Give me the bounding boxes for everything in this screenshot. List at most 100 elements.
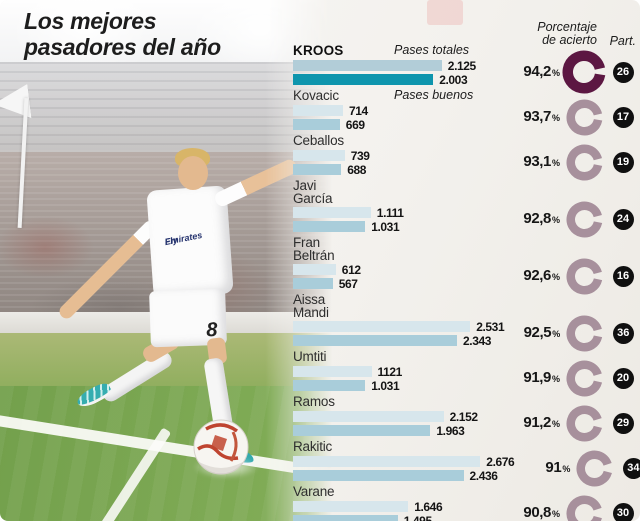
player-name: Ceballos	[293, 133, 344, 148]
player-row: Javi García 1.111 1.031 92,8% 24	[293, 178, 638, 237]
bar-value: 2.003	[439, 72, 468, 87]
accuracy-ring	[560, 99, 608, 136]
accuracy-value: 91,2%	[523, 414, 560, 431]
bar-buenos	[293, 163, 342, 176]
player-row: Kovacic Pases buenos 714 669 93,7% 17	[293, 88, 638, 135]
player-arm	[212, 157, 299, 209]
bar-totales	[293, 320, 471, 333]
pitch-grass	[0, 386, 332, 521]
accuracy-ring	[560, 201, 608, 238]
bar-buenos	[293, 277, 333, 290]
player-row: KROOS Pases totales 2.125 2.003 94,2% 26	[293, 43, 638, 94]
page-title: Los mejores pasadores del año	[24, 8, 221, 60]
player-arm	[56, 218, 160, 322]
matches-badge: 36	[612, 322, 634, 344]
bar-buenos	[293, 469, 464, 482]
bar-value: 1121	[377, 364, 403, 379]
player-name: Mandi	[293, 305, 329, 320]
bar-value: 714	[349, 103, 368, 118]
bar-value: 2.531	[476, 319, 505, 334]
player-row: Ceballos 739 688 93,1% 19	[293, 133, 638, 180]
matches-badge: 34	[622, 457, 640, 479]
player-head	[178, 156, 208, 190]
bar-value: 1.111	[376, 205, 404, 220]
bar-buenos	[293, 379, 366, 392]
player-name: Varane	[293, 484, 335, 499]
player-boot	[74, 380, 114, 411]
player-name: Kovacic	[293, 88, 339, 103]
accuracy-ring	[570, 450, 618, 487]
jersey-sponsor-text: Fly Emirates	[163, 229, 204, 248]
bar-value: 2.152	[449, 409, 478, 424]
series-label: Pases buenos	[394, 88, 474, 102]
player-row: Umtiti 1121 1.031 91,9% 20	[293, 349, 638, 396]
bar-value: 1.031	[371, 219, 400, 234]
accuracy-value: 92,5%	[523, 324, 561, 341]
accuracy-ring	[560, 258, 608, 295]
part-column-header: Part.	[609, 34, 636, 48]
bar-totales	[293, 59, 442, 72]
player-name: Rakitic	[293, 439, 333, 454]
accuracy-value: 92,8%	[523, 210, 560, 227]
bar-value: 1.963	[436, 423, 465, 438]
player-name: Fran	[293, 235, 320, 250]
accuracy-ring	[560, 315, 608, 352]
player-name: Beltrán	[293, 248, 335, 263]
bar-buenos	[293, 334, 457, 347]
accuracy-value: 91,9%	[523, 369, 560, 386]
player-name: KROOS	[293, 43, 344, 58]
bar-totales	[293, 365, 372, 378]
bar-totales	[293, 206, 371, 219]
passers-chart: KROOS Pases totales 2.125 2.003 94,2% 26 Kovac…	[293, 43, 640, 521]
bar-totales	[293, 500, 409, 513]
stadium-upper-stand	[0, 62, 332, 154]
matches-badge: 29	[612, 412, 634, 434]
player-row: Aissa Mandi 2.531 2.343 92,5% 36	[293, 292, 638, 351]
bar-buenos	[293, 220, 366, 233]
matches-badge: 17	[612, 106, 634, 128]
bar-value: 567	[338, 276, 358, 291]
bar-value: 739	[350, 148, 370, 163]
accuracy-value: 91%	[545, 459, 571, 476]
accuracy-value: 90,8%	[523, 504, 560, 521]
player-row: Ramos 2.152 1.963 91,2% 29	[293, 395, 638, 441]
ball	[193, 419, 249, 475]
accuracy-ring	[560, 144, 608, 181]
player-name: Javi	[293, 178, 317, 193]
bar-value: 688	[347, 162, 367, 177]
player-name: García	[293, 191, 333, 206]
bar-totales	[293, 263, 336, 276]
accuracy-value: 93,1%	[523, 153, 560, 170]
accuracy-value: 93,7%	[523, 108, 560, 125]
accuracy-ring	[560, 405, 608, 442]
player-name: Umtiti	[293, 349, 327, 364]
accuracy-ring	[560, 360, 608, 397]
bar-value: 1.495	[403, 513, 432, 521]
bar-buenos	[293, 514, 398, 521]
bar-value: 669	[345, 117, 365, 132]
bar-buenos	[293, 73, 434, 86]
stadium-photo: Fly Emirates 8	[0, 0, 332, 521]
bar-value: 1.031	[371, 378, 400, 393]
player-name: Aissa	[293, 292, 326, 307]
player-row: Rakitic 2.676 2.436 91% 34	[293, 439, 640, 486]
bar-value: 2.343	[463, 333, 492, 348]
bar-buenos	[293, 424, 431, 437]
bar-value: 1.646	[414, 499, 443, 514]
matches-badge: 30	[612, 502, 634, 521]
series-label: Pases totales	[394, 43, 470, 57]
bar-totales	[293, 455, 481, 468]
player-row: Varane 1.646 1.495 90,8% 30	[293, 485, 638, 521]
bar-value: 2.676	[486, 454, 515, 469]
faded-publisher-logo	[427, 0, 463, 25]
bar-value: 2.436	[469, 468, 498, 483]
matches-badge: 16	[612, 265, 634, 287]
matches-badge: 19	[612, 151, 634, 173]
matches-badge: 26	[612, 61, 634, 83]
bar-value: 2.125	[447, 58, 476, 73]
bar-buenos	[293, 118, 340, 131]
matches-badge: 24	[612, 208, 634, 230]
bar-totales	[293, 104, 343, 117]
bar-totales	[293, 410, 444, 423]
